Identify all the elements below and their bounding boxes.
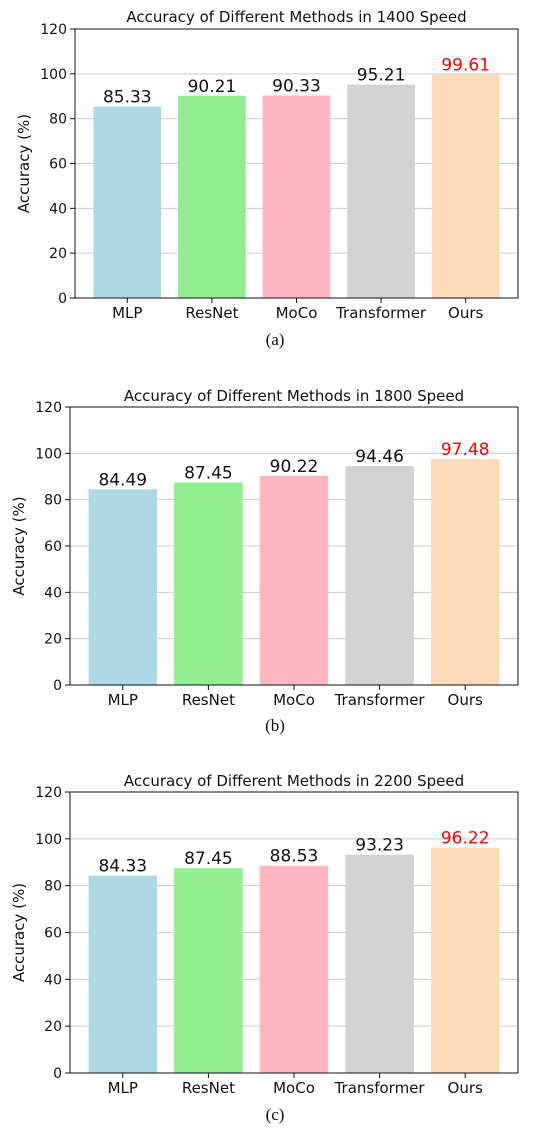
y-tick-label: 80 (44, 879, 62, 895)
x-tick-label: MoCo (276, 304, 318, 322)
x-tick-label: Ours (448, 304, 483, 322)
caption-b: (b) (265, 716, 285, 735)
x-tick-label: ResNet (185, 304, 238, 322)
bar-ours (430, 847, 500, 1073)
plot-frame (69, 406, 519, 686)
value-label: 85.33 (103, 88, 152, 108)
y-tick-label: 60 (44, 926, 62, 942)
chart-title: Accuracy of Different Methods in 1400 Sp… (126, 8, 466, 26)
y-tick-label: 100 (35, 446, 62, 462)
bar-moco (262, 95, 331, 298)
plot-frame (69, 791, 519, 1074)
chart-panel-a: Accuracy of Different Methods in 1400 Sp… (0, 0, 550, 360)
y-tick-label: 40 (44, 972, 62, 988)
caption-a: (a) (265, 330, 285, 349)
bar-ours (431, 74, 500, 298)
x-tick-label: MLP (108, 1079, 138, 1097)
x-tick-label: ResNet (182, 691, 235, 709)
x-tick-label: Ours (448, 1079, 483, 1097)
value-label: 84.33 (98, 857, 147, 877)
value-label: 99.61 (441, 56, 490, 76)
value-label: 93.23 (355, 836, 404, 856)
x-tick-label: Transformer (334, 691, 426, 709)
caption-c: (c) (265, 1105, 285, 1124)
chart-panel-b: Accuracy of Different Methods in 1800 Sp… (0, 380, 550, 750)
y-tick-label: 20 (44, 632, 62, 648)
bar-chart-b: Accuracy of Different Methods in 1800 Sp… (10, 387, 519, 709)
y-tick-label: 40 (44, 585, 62, 601)
value-label: 95.21 (357, 66, 406, 86)
x-tick-label: Ours (448, 691, 483, 709)
value-label: 96.22 (441, 829, 490, 849)
y-tick-label: 100 (40, 67, 67, 83)
bar-chart-c: Accuracy of Different Methods in 2200 Sp… (10, 772, 519, 1097)
x-tick-label: Transformer (334, 1079, 426, 1097)
value-label: 90.22 (270, 457, 319, 477)
x-tick-label: Transformer (335, 304, 427, 322)
y-tick-label: 120 (35, 400, 62, 416)
x-tick-label: MoCo (273, 1079, 315, 1097)
bar-moco (259, 475, 329, 685)
y-tick-label: 120 (35, 785, 62, 801)
bar-mlp (93, 106, 162, 298)
y-tick-label: 0 (53, 678, 62, 694)
value-label: 90.33 (272, 77, 321, 97)
chart-panel-c: Accuracy of Different Methods in 2200 Sp… (0, 765, 550, 1135)
x-tick-label: MoCo (273, 691, 315, 709)
bar-transformer (345, 466, 414, 685)
bar-mlp (88, 489, 158, 685)
y-tick-label: 80 (44, 493, 62, 509)
value-label: 97.48 (441, 440, 490, 460)
bar-ours (430, 459, 500, 685)
bar-resnet (178, 95, 246, 298)
y-tick-label: 120 (40, 22, 67, 38)
value-label: 90.21 (188, 77, 237, 97)
chart-title: Accuracy of Different Methods in 1800 Sp… (124, 387, 464, 405)
bar-mlp (88, 875, 158, 1073)
y-tick-label: 60 (49, 157, 67, 173)
y-tick-label: 0 (58, 291, 67, 307)
bar-resnet (174, 482, 243, 685)
y-tick-label: 40 (49, 201, 67, 217)
y-tick-label: 20 (44, 1019, 62, 1035)
bar-chart-a: Accuracy of Different Methods in 1400 Sp… (15, 8, 519, 322)
bar-transformer (345, 854, 414, 1073)
value-label: 84.49 (98, 470, 147, 490)
x-tick-label: MLP (108, 691, 138, 709)
value-label: 87.45 (184, 849, 233, 869)
y-axis-label: Accuracy (%) (10, 883, 28, 982)
value-label: 88.53 (270, 847, 319, 867)
y-tick-label: 60 (44, 539, 62, 555)
y-tick-label: 20 (49, 246, 67, 262)
y-axis-label: Accuracy (%) (15, 114, 33, 213)
x-tick-label: ResNet (182, 1079, 235, 1097)
y-axis-label: Accuracy (%) (10, 496, 28, 595)
bar-resnet (174, 868, 243, 1073)
plot-frame (74, 28, 519, 299)
value-label: 87.45 (184, 463, 233, 483)
bar-moco (259, 865, 329, 1073)
bar-transformer (347, 84, 415, 298)
chart-title: Accuracy of Different Methods in 2200 Sp… (124, 772, 464, 790)
y-tick-label: 100 (35, 832, 62, 848)
x-tick-label: MLP (112, 304, 142, 322)
y-tick-label: 80 (49, 112, 67, 128)
y-tick-label: 0 (53, 1066, 62, 1082)
value-label: 94.46 (355, 447, 404, 467)
